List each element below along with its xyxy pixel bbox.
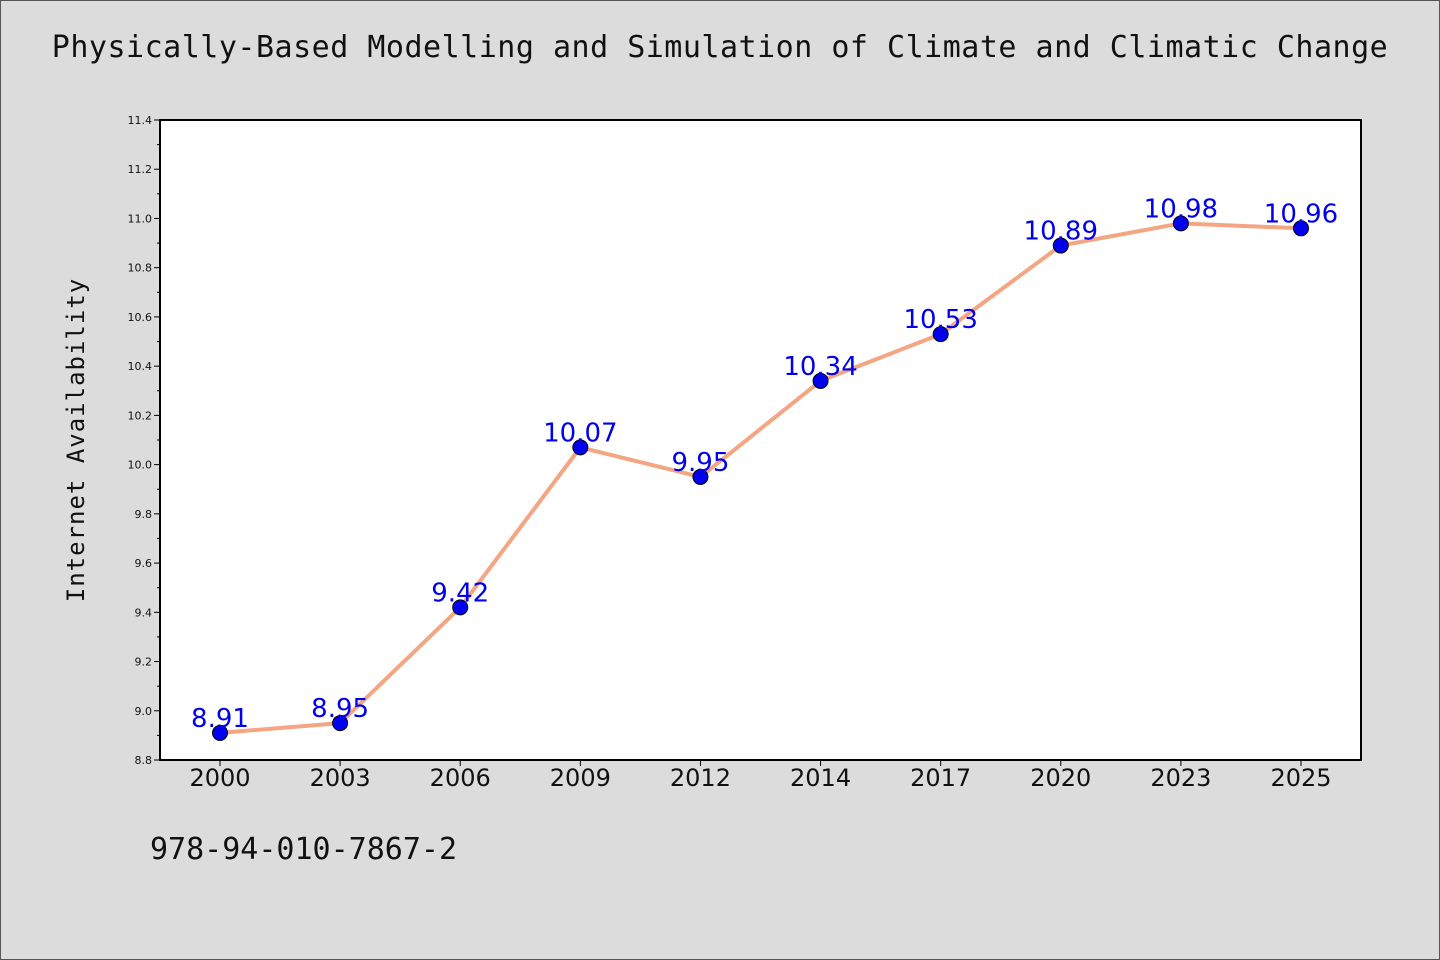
data-label: 9.95 bbox=[671, 448, 729, 478]
data-point bbox=[1052, 237, 1069, 254]
data-label: 8.91 bbox=[191, 704, 249, 734]
data-point bbox=[1293, 220, 1309, 237]
data-point bbox=[812, 372, 829, 389]
x-tick-label: 2000 bbox=[189, 764, 250, 792]
data-point bbox=[1172, 215, 1189, 232]
x-tick-label: 2020 bbox=[1030, 764, 1091, 792]
y-tick-label: 11.2 bbox=[128, 163, 153, 176]
x-axis: 2000 2003 2006 2009 2012 2014 2017 2020 2023 2025 bbox=[189, 760, 1332, 792]
data-point bbox=[572, 439, 589, 456]
y-tick-label: 10.0 bbox=[128, 459, 153, 472]
y-tick-label: 9.8 bbox=[135, 508, 153, 521]
data-label: 10.89 bbox=[1024, 217, 1098, 247]
y-tick-label: 9.4 bbox=[135, 606, 153, 619]
data-label: 8.95 bbox=[311, 694, 369, 724]
data-label: 9.42 bbox=[431, 578, 489, 608]
data-point bbox=[452, 599, 469, 616]
y-tick-label: 10.6 bbox=[128, 311, 153, 324]
y-tick-label: 10.8 bbox=[128, 262, 153, 275]
y-tick-label: 10.2 bbox=[128, 409, 153, 422]
data-point bbox=[692, 468, 709, 485]
y-tick-label: 11.0 bbox=[128, 212, 153, 225]
y-tick-label: 8.8 bbox=[135, 754, 153, 767]
y-tick-label: 9.0 bbox=[135, 705, 153, 718]
y-tick-label: 9.2 bbox=[135, 656, 153, 669]
x-tick-label: 2017 bbox=[910, 764, 971, 792]
y-tick-label: 11.4 bbox=[128, 114, 153, 127]
data-point bbox=[932, 326, 949, 343]
y-axis: 8.8 9.0 9.2 9.4 9.6 9.8 10.0 10.2 10.4 10.6 10.8 11… bbox=[128, 114, 160, 767]
data-label: 10.07 bbox=[543, 418, 617, 448]
data-label: 10.98 bbox=[1144, 194, 1218, 224]
data-label: 10.53 bbox=[903, 305, 977, 335]
x-tick-label: 2006 bbox=[430, 764, 491, 792]
y-tick-label: 9.6 bbox=[135, 557, 153, 570]
series-line bbox=[219, 221, 1302, 735]
x-tick-label: 2023 bbox=[1150, 764, 1211, 792]
x-tick-label: 2009 bbox=[550, 764, 611, 792]
data-point bbox=[332, 715, 349, 732]
data-point bbox=[212, 724, 228, 741]
x-tick-label: 2003 bbox=[310, 764, 371, 792]
y-tick-label: 10.4 bbox=[128, 360, 153, 373]
x-tick-label: 2012 bbox=[670, 764, 731, 792]
data-label: 10.96 bbox=[1264, 199, 1338, 229]
y-axis-label: Internet Availability bbox=[62, 278, 90, 602]
isbn-text: 978-94-010-7867-2 bbox=[150, 832, 458, 867]
data-label: 10.34 bbox=[783, 352, 857, 382]
series-line-group: 8.91 8.95 9.42 10.07 9.95 10.34 10.53 10.89 10.9… bbox=[191, 194, 1338, 741]
x-tick-label: 2014 bbox=[790, 764, 851, 792]
x-tick-label: 2025 bbox=[1270, 764, 1331, 792]
chart-title: Physically-Based Modelling and Simulatio… bbox=[51, 30, 1389, 65]
